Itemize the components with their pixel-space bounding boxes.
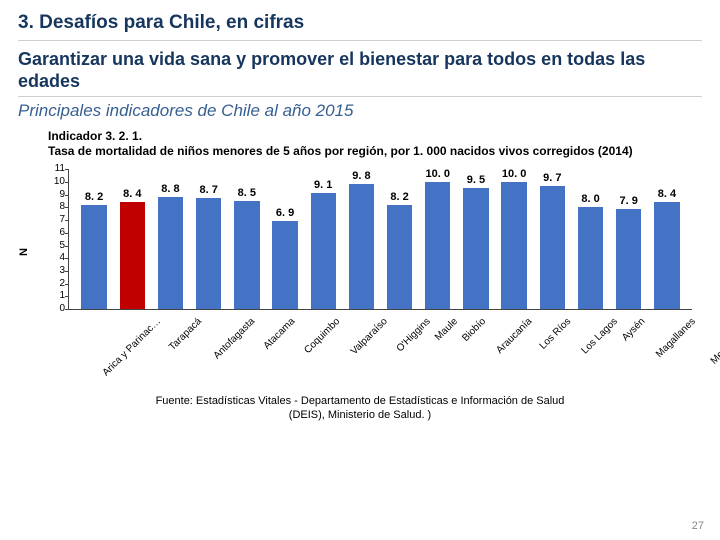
- period-indicator: Principales indicadores de Chile al año …: [18, 101, 702, 121]
- bar-group: 8. 4: [114, 169, 150, 309]
- bar: [158, 197, 183, 309]
- y-tick: 5: [47, 241, 65, 251]
- bar-group: 8. 7: [191, 169, 227, 309]
- bar-value-label: 9. 1: [314, 179, 332, 191]
- bar-value-label: 9. 5: [467, 174, 485, 186]
- bar: [425, 182, 450, 309]
- bar-group: 6. 9: [267, 169, 303, 309]
- y-tick: 6: [47, 228, 65, 238]
- bar: [81, 205, 106, 309]
- divider: [18, 40, 702, 41]
- bar-value-label: 10. 0: [426, 168, 450, 180]
- bar: [578, 207, 603, 309]
- source-line-2: (DEIS), Ministerio de Salud. ): [18, 409, 702, 423]
- y-tick: 4: [47, 253, 65, 263]
- bar-value-label: 8. 5: [238, 187, 256, 199]
- bar-group: 8. 0: [572, 169, 608, 309]
- bar-value-label: 9. 8: [352, 170, 370, 182]
- bar-group: 8. 2: [382, 169, 418, 309]
- bar-value-label: 9. 7: [543, 172, 561, 184]
- bar-group: 7. 9: [611, 169, 647, 309]
- bar: [120, 202, 145, 309]
- y-tick: 9: [47, 190, 65, 200]
- source-line-1: Fuente: Estadísticas Vitales - Departame…: [18, 395, 702, 409]
- bar: [349, 184, 374, 309]
- bar-value-label: 8. 8: [161, 183, 179, 195]
- y-tick: 3: [47, 266, 65, 276]
- bar: [463, 188, 488, 309]
- chart-header: Indicador 3. 2. 1. Tasa de mortalidad de…: [48, 129, 702, 159]
- bar-group: 8. 2: [76, 169, 112, 309]
- bar-group: 8. 5: [229, 169, 265, 309]
- bar: [311, 193, 336, 309]
- bar-value-label: 6. 9: [276, 207, 294, 219]
- page-number: 27: [692, 520, 704, 532]
- chart-header-line1: Indicador 3. 2. 1.: [48, 129, 702, 144]
- slide-title: 3. Desafíos para Chile, en cifras: [18, 12, 702, 34]
- y-tick: 8: [47, 202, 65, 212]
- y-tick: 0: [47, 304, 65, 314]
- divider: [18, 96, 702, 97]
- bar-value-label: 8. 2: [85, 191, 103, 203]
- chart-wrap: N 012345678910118. 28. 48. 88. 78. 56. 9…: [38, 169, 692, 323]
- bar-value-label: 7. 9: [620, 195, 638, 207]
- bar-value-label: 10. 0: [502, 168, 526, 180]
- y-tick: 2: [47, 279, 65, 289]
- y-tick: 10: [47, 177, 65, 187]
- bar: [196, 198, 221, 309]
- bar: [540, 186, 565, 309]
- bar-value-label: 8. 2: [390, 191, 408, 203]
- bar-group: 10. 0: [496, 169, 532, 309]
- bar-value-label: 8. 4: [658, 188, 676, 200]
- y-tick: 11: [47, 164, 65, 174]
- slide-root: 3. Desafíos para Chile, en cifras Garant…: [0, 0, 720, 540]
- y-tick: 1: [47, 291, 65, 301]
- bar: [272, 221, 297, 309]
- bar-group: 8. 8: [152, 169, 188, 309]
- chart-area: 012345678910118. 28. 48. 88. 78. 56. 99.…: [68, 169, 692, 310]
- y-tick: 7: [47, 215, 65, 225]
- bar: [654, 202, 679, 309]
- bar-group: 8. 4: [649, 169, 685, 309]
- x-tick-label: Arica y Parinac…: [74, 312, 151, 323]
- bar: [501, 182, 526, 309]
- bar: [234, 201, 259, 309]
- bar-value-label: 8. 4: [123, 188, 141, 200]
- bar-value-label: 8. 7: [199, 184, 217, 196]
- bar-group: 9. 5: [458, 169, 494, 309]
- bar: [616, 209, 641, 310]
- bar-value-label: 8. 0: [581, 193, 599, 205]
- bar-group: 9. 7: [534, 169, 570, 309]
- x-axis-labels: Arica y Parinac…TarapacáAntofagastaAtaca…: [68, 312, 692, 323]
- bar-group: 9. 8: [343, 169, 379, 309]
- bar: [387, 205, 412, 309]
- slide-subtitle: Garantizar una vida sana y promover el b…: [18, 49, 702, 92]
- y-axis-label: N: [18, 248, 30, 256]
- bar-group: 9. 1: [305, 169, 341, 309]
- chart-header-line2: Tasa de mortalidad de niños menores de 5…: [48, 144, 702, 159]
- bar-group: 10. 0: [420, 169, 456, 309]
- chart-source: Fuente: Estadísticas Vitales - Departame…: [18, 395, 702, 423]
